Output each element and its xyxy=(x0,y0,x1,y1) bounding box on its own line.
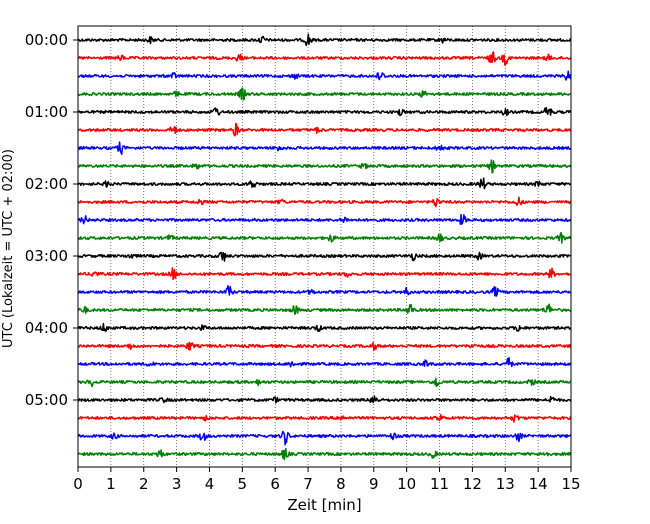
trace-0000 xyxy=(77,33,572,47)
x-tick-label: 11 xyxy=(430,475,449,493)
trace-0515 xyxy=(77,413,572,423)
trace-0100 xyxy=(77,106,572,117)
y-row-label: 01:00 xyxy=(25,103,68,121)
x-tick-label: 4 xyxy=(205,475,215,493)
x-tick-label: 10 xyxy=(397,475,416,493)
x-tick-label: 13 xyxy=(496,475,515,493)
plot-frame xyxy=(77,25,572,468)
x-tick-label: 8 xyxy=(336,475,346,493)
x-tick-label: 1 xyxy=(106,475,116,493)
y-axis-row-labels: 00:00 01:00 02:00 03:00 04:00 05:00 xyxy=(25,31,78,409)
trace-0330 xyxy=(77,285,572,297)
trace-0430 xyxy=(77,356,572,368)
x-axis-ticks: 0 1 2 3 4 5 6 7 8 9 10 11 12 13 14 15 xyxy=(73,467,581,493)
x-tick-label: 7 xyxy=(303,475,313,493)
trace-0315 xyxy=(77,267,572,281)
trace-0200 xyxy=(77,177,572,190)
trace-0300 xyxy=(77,251,572,262)
y-row-label: 00:00 xyxy=(25,31,68,49)
trace-0045 xyxy=(77,87,572,101)
y-row-label: 04:00 xyxy=(25,319,68,337)
trace-0215 xyxy=(77,196,572,208)
trace-0245 xyxy=(77,231,572,244)
trace-0400 xyxy=(77,322,572,332)
trace-layer xyxy=(77,33,572,461)
trace-0130 xyxy=(77,141,572,156)
trace-0230 xyxy=(77,213,572,226)
trace-0345 xyxy=(77,303,572,315)
y-row-label: 02:00 xyxy=(25,175,68,193)
trace-0445 xyxy=(77,377,572,388)
x-tick-label: 14 xyxy=(529,475,548,493)
y-axis-label: UTC (Lokalzeit = UTC + 02:00) xyxy=(1,149,16,348)
y-row-label: 03:00 xyxy=(25,247,68,265)
trace-0145 xyxy=(77,159,572,174)
x-tick-label: 2 xyxy=(139,475,149,493)
x-tick-label: 0 xyxy=(73,475,83,493)
trace-0415 xyxy=(77,341,572,352)
trace-0015 xyxy=(77,51,572,66)
x-tick-label: 12 xyxy=(463,475,482,493)
trace-0030 xyxy=(77,70,572,81)
x-axis-label: Zeit [min] xyxy=(287,496,361,514)
trace-0115 xyxy=(77,122,572,137)
trace-0500 xyxy=(77,395,572,404)
x-tick-label: 6 xyxy=(270,475,280,493)
trace-0545 xyxy=(77,447,572,461)
x-tick-label: 3 xyxy=(172,475,182,493)
x-tick-label: 15 xyxy=(561,475,580,493)
x-tick-label: 5 xyxy=(238,475,248,493)
x-tick-label: 9 xyxy=(369,475,379,493)
trace-0530 xyxy=(77,430,572,446)
y-row-label: 05:00 xyxy=(25,391,68,409)
